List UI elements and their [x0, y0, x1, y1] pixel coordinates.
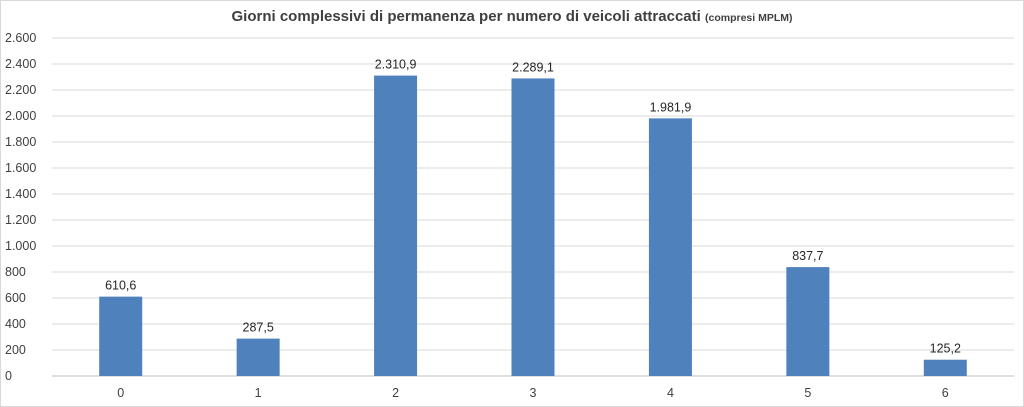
y-tick-label: 1.200 [5, 213, 36, 227]
y-tick-label: 200 [5, 343, 26, 357]
data-label: 2.289,1 [512, 60, 554, 74]
data-label: 2.310,9 [375, 58, 417, 72]
data-label: 287,5 [243, 321, 274, 335]
y-tick-label: 600 [5, 291, 26, 305]
y-tick-label: 0 [5, 369, 12, 383]
y-tick-label: 1.000 [5, 239, 36, 253]
bar [923, 359, 967, 376]
data-label: 837,7 [792, 249, 823, 263]
y-tick-label: 2.400 [5, 57, 36, 71]
chart-title-main: Giorni complessivi di permanenza per num… [231, 8, 701, 25]
x-tick-label: 5 [804, 386, 811, 400]
x-tick-label: 0 [117, 386, 124, 400]
x-tick-label: 2 [392, 386, 399, 400]
chart-title: Giorni complessivi di permanenza per num… [0, 8, 1024, 25]
data-label: 125,2 [930, 342, 961, 356]
y-tick-label: 2.000 [5, 109, 36, 123]
y-tick-label: 2.600 [5, 31, 36, 45]
bar [648, 118, 692, 376]
y-tick-label: 400 [5, 317, 26, 331]
bar [511, 78, 555, 377]
bar [786, 267, 830, 376]
bar [236, 338, 280, 376]
y-tick-label: 1.600 [5, 161, 36, 175]
data-label: 1.981,9 [650, 100, 692, 114]
x-tick-label: 3 [530, 386, 537, 400]
bar [374, 75, 418, 376]
x-tick-label: 4 [667, 386, 674, 400]
y-tick-label: 1.800 [5, 135, 36, 149]
bar [99, 296, 143, 376]
y-tick-label: 800 [5, 265, 26, 279]
y-tick-label: 2.200 [5, 83, 36, 97]
x-tick-label: 1 [255, 386, 262, 400]
x-tick-label: 6 [942, 386, 949, 400]
y-tick-label: 1.400 [5, 187, 36, 201]
data-label: 610,6 [105, 279, 136, 293]
chart-subtitle: (compresi MPLM) [704, 12, 793, 24]
